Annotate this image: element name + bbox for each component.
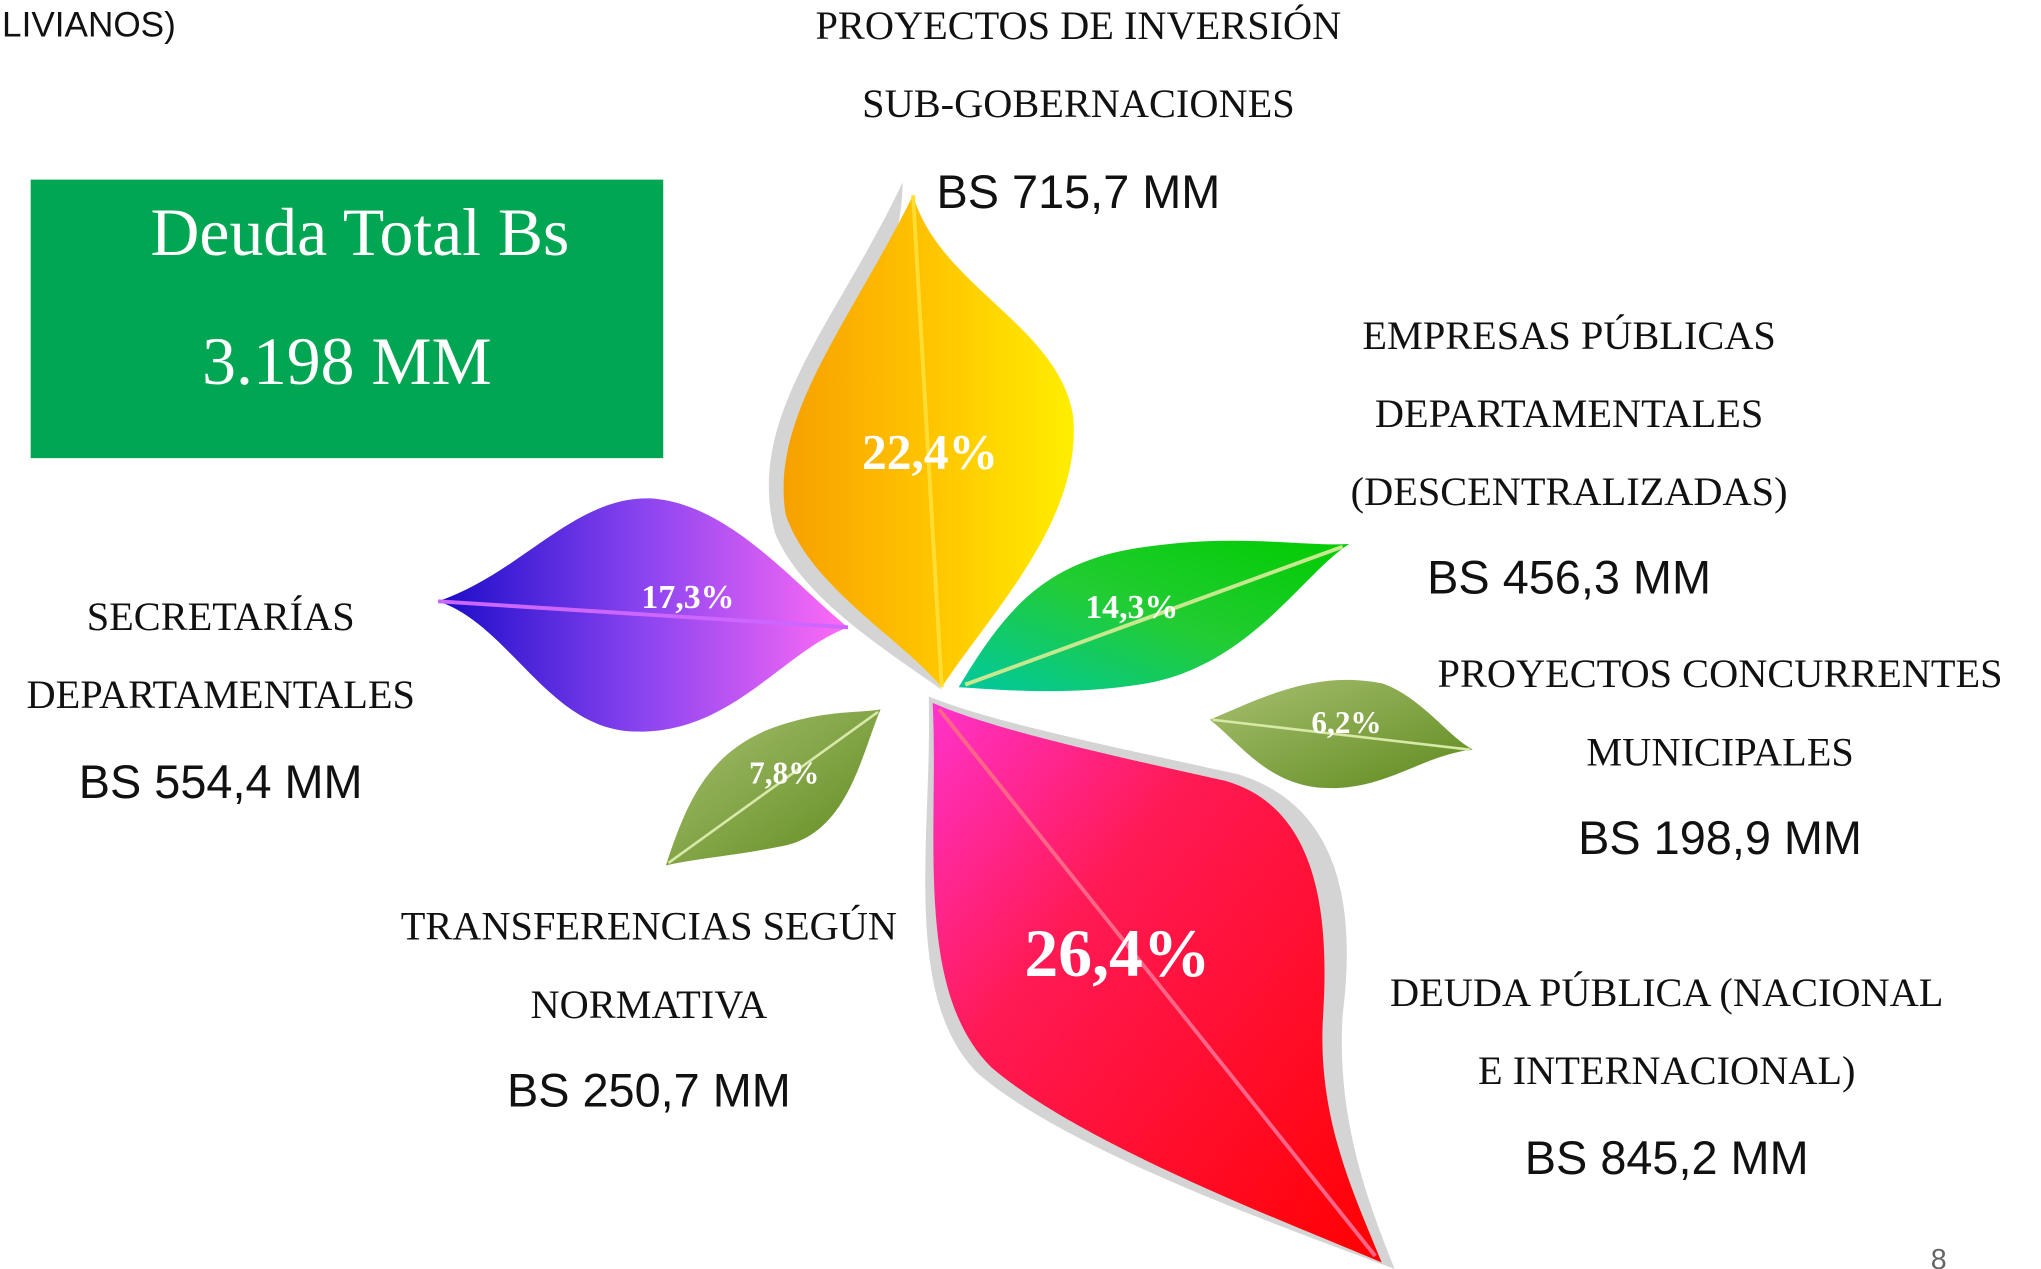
item-label: DEPARTAMENTALES xyxy=(1375,391,1763,436)
item-amount: BS 715,7 MM xyxy=(937,166,1221,218)
leaf-vein xyxy=(911,195,944,688)
item-amount: BS 250,7 MM xyxy=(507,1064,791,1116)
percent: 7,8% xyxy=(749,756,819,791)
item-label: E INTERNACIONAL) xyxy=(1478,1048,1855,1093)
item-amount: BS 456,3 MM xyxy=(1427,552,1711,604)
total-title: Deuda Total Bs xyxy=(151,195,570,270)
page-number: 8 xyxy=(1931,1244,1947,1269)
item-label: DEUDA PÚBLICA (NACIONAL xyxy=(1390,970,1943,1015)
item-amount: BS 198,9 MM xyxy=(1578,812,1862,864)
item-label: MUNICIPALES xyxy=(1586,729,1853,774)
leaf-vein xyxy=(437,599,849,630)
percent: 17,3% xyxy=(641,579,734,616)
leaf-vein xyxy=(667,710,879,864)
item-label: PROYECTOS DE INVERSIÓN xyxy=(816,3,1342,48)
total-box xyxy=(30,179,664,459)
item-label: NORMATIVA xyxy=(531,982,768,1027)
leaf-vein xyxy=(1212,718,1471,751)
item-amount: BS 554,4 MM xyxy=(79,756,363,808)
percent: 26,4% xyxy=(1024,916,1210,991)
header-fragment: LIVIANOS) xyxy=(2,5,176,44)
item-label: (DESCENTRALIZADAS) xyxy=(1351,469,1788,514)
percent: 22,4% xyxy=(862,425,998,480)
item-label: EMPRESAS PÚBLICAS xyxy=(1362,313,1775,358)
leaf-vein xyxy=(964,544,1344,687)
item-label: TRANSFERENCIAS SEGÚN xyxy=(401,904,897,949)
total-amount: 3.198 MM xyxy=(202,324,492,399)
item-label: SECRETARÍAS xyxy=(87,594,355,639)
item-label: PROYECTOS CONCURRENTES xyxy=(1438,651,2003,696)
item-label: DEPARTAMENTALES xyxy=(26,672,414,717)
item-label: SUB-GOBERNACIONES xyxy=(862,81,1294,126)
leaf-shadow xyxy=(768,182,942,690)
leaf-vein xyxy=(937,708,1377,1258)
percent: 6,2% xyxy=(1311,705,1381,740)
item-amount: BS 845,2 MM xyxy=(1525,1132,1809,1184)
percent: 14,3% xyxy=(1085,589,1178,626)
